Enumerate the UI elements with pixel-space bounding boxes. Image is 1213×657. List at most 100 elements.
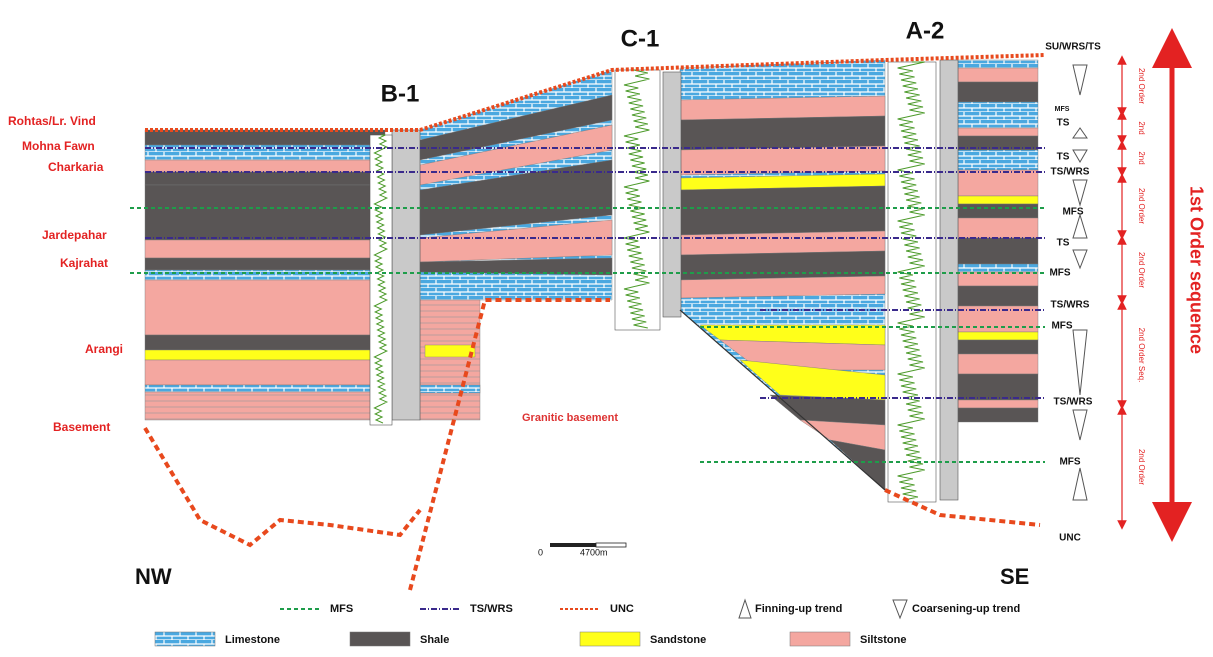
stratum: [145, 350, 385, 360]
legend-label: Sandstone: [650, 634, 706, 646]
formation-label: Rohtas/Lr. Vind: [8, 114, 96, 128]
stratum: [145, 385, 385, 392]
surface-label: MFS: [1055, 106, 1070, 113]
legend-label: Coarsening-up trend: [912, 603, 1020, 615]
surface-line: [145, 428, 420, 545]
stratum: [145, 335, 385, 350]
stratum: [958, 170, 1038, 196]
legend-triangle: [893, 600, 907, 618]
stratum: [958, 150, 1038, 170]
trend-triangle: [1073, 65, 1087, 95]
scale-label: 0: [538, 547, 543, 557]
surface-label: TS: [1057, 238, 1070, 249]
legend-swatch: [580, 632, 640, 646]
legend-swatch: [155, 632, 215, 646]
stratum: [145, 185, 385, 240]
stratum: [958, 272, 1038, 286]
first-order-label: 1st Order sequence: [1186, 186, 1206, 354]
legend-label: Limestone: [225, 634, 280, 646]
stratum: [680, 146, 885, 175]
stratum: [958, 196, 1038, 204]
legend-label: MFS: [330, 603, 353, 615]
stratum: [958, 400, 1038, 408]
direction-label: NW: [135, 564, 172, 589]
strata: [145, 60, 1038, 502]
log-column: [663, 72, 681, 317]
surface-label: MFS: [1059, 457, 1080, 468]
trend-triangle: [1073, 215, 1087, 238]
stratum: [958, 128, 1038, 136]
surface-label: TS/WRS: [1051, 300, 1090, 311]
trend-triangle: [1073, 180, 1087, 205]
formation-label: Mohna Fawn: [22, 139, 95, 153]
legend-label: UNC: [610, 603, 634, 615]
stratum: [958, 60, 1038, 68]
stratum: [958, 102, 1038, 128]
log-track: [615, 70, 660, 330]
second-order-label: 2nd: [1137, 151, 1146, 164]
legend-label: Siltstone: [860, 634, 906, 646]
stratum: [680, 186, 885, 235]
stratum: [680, 116, 885, 150]
legend-swatch: [350, 632, 410, 646]
log-column: [940, 60, 958, 500]
stratum: [958, 264, 1038, 272]
stratum: [958, 68, 1038, 82]
legend-swatch: [790, 632, 850, 646]
surface-label: MFS: [1051, 321, 1072, 332]
stratum: [958, 238, 1038, 264]
surface-label: TS/WRS: [1051, 167, 1090, 178]
stratum: [958, 408, 1038, 422]
stratum: [145, 280, 385, 335]
surface-label: SU/WRS/TS: [1045, 42, 1101, 53]
stratum: [958, 354, 1038, 374]
stratum: [958, 332, 1038, 340]
stratum: [145, 392, 385, 420]
well-name: A-2: [906, 17, 945, 44]
trend-triangle: [1073, 250, 1087, 268]
formation-label: Arangi: [85, 342, 123, 356]
stratum: [145, 172, 385, 185]
stratum: [958, 82, 1038, 102]
page: {"wells": ["B-1", "C-1", "A-2"], "format…: [0, 0, 1213, 657]
second-order-label: 2nd Order: [1137, 188, 1146, 224]
stratum: [145, 160, 385, 172]
stratum: [958, 218, 1038, 238]
stratum: [145, 130, 385, 145]
legend-label: Shale: [420, 634, 449, 646]
surface-label: MFS: [1049, 268, 1070, 279]
stratum: [420, 300, 480, 420]
stratum: [425, 345, 475, 357]
scale-label: 4700m: [580, 547, 608, 557]
stratum: [680, 276, 885, 298]
stratum: [958, 374, 1038, 400]
cross-section: B-1C-1A-2Rohtas/Lr. VindMohna FawnCharka…: [0, 0, 1213, 657]
stratum: [770, 395, 885, 425]
stratum: [145, 240, 385, 258]
surface-label: TS: [1057, 118, 1070, 129]
trend-triangle: [1073, 468, 1087, 500]
stratum: [958, 204, 1038, 218]
formation-label: Charkaria: [48, 160, 104, 174]
second-order-label: 2nd Order: [1137, 449, 1146, 485]
basement-label: Granitic basement: [522, 412, 618, 424]
stratum: [420, 385, 480, 393]
surface-label: MFS: [1062, 207, 1083, 218]
trend-triangle: [1073, 128, 1087, 138]
second-order-label: 2nd Order Seq.: [1137, 328, 1146, 383]
formation-label: Jardepahar: [42, 228, 107, 242]
stratum: [145, 258, 385, 270]
second-order-label: 2nd: [1137, 121, 1146, 134]
legend-label: Finning-up trend: [755, 603, 842, 615]
legend-triangle: [739, 600, 751, 618]
stratum: [958, 340, 1038, 354]
trend-triangle: [1073, 150, 1087, 162]
log-column: [392, 130, 420, 420]
second-order-label: 2nd Order: [1137, 68, 1146, 104]
stratum: [145, 360, 385, 385]
formation-label: Basement: [53, 420, 110, 434]
trend-triangle: [1073, 330, 1087, 395]
stratum: [958, 286, 1038, 306]
surface-label: TS/WRS: [1054, 397, 1093, 408]
trend-triangle: [1073, 410, 1087, 440]
